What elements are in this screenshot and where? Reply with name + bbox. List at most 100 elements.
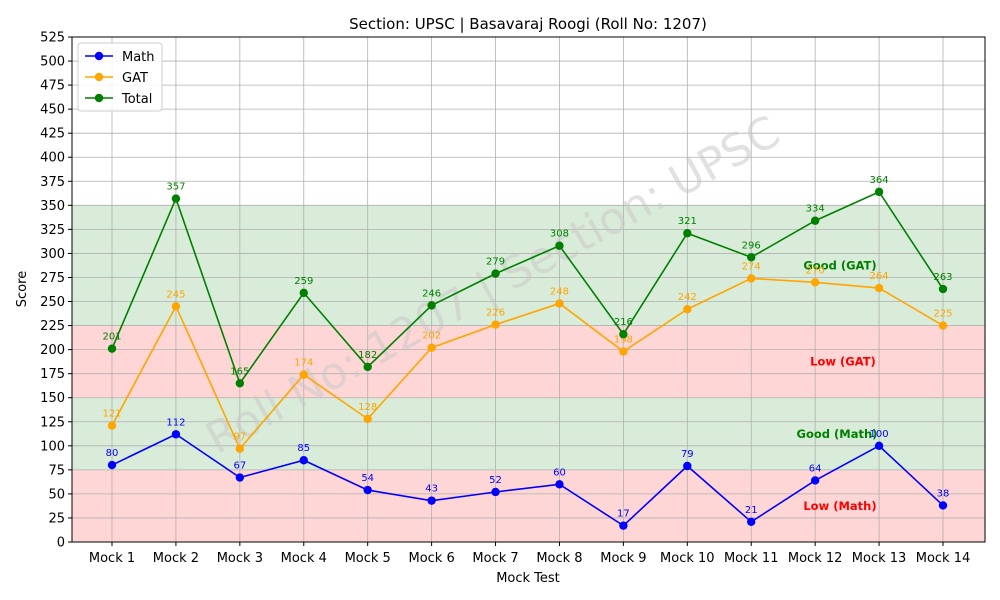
data-label-gat: 274 [742, 261, 761, 272]
data-label-math: 21 [745, 505, 758, 516]
series-line-gat [111, 277, 944, 451]
data-label-math: 64 [809, 463, 822, 474]
data-label-gat: 248 [550, 286, 569, 297]
y-tick-label: 375 [40, 175, 65, 190]
y-tick-label: 500 [40, 55, 65, 70]
band-1 [72, 397, 985, 470]
data-label-total: 357 [166, 182, 185, 193]
data-label-total: 279 [486, 257, 505, 268]
y-tick-label: 450 [40, 103, 65, 118]
data-label-math: 17 [617, 509, 630, 520]
data-point-gat [491, 320, 500, 329]
data-label-total: 334 [806, 204, 825, 215]
data-point-math [874, 441, 884, 451]
y-tick-label: 150 [40, 391, 65, 406]
data-point-gat [810, 278, 820, 287]
data-point-math [107, 460, 117, 470]
data-label-math: 100 [870, 429, 889, 440]
series-line-total [111, 190, 944, 386]
x-tick-label: Mock 6 [408, 551, 454, 566]
data-point-gat [427, 343, 436, 352]
y-tick-label: 325 [40, 223, 65, 238]
data-label-math: 52 [489, 475, 502, 486]
data-label-math: 43 [425, 484, 438, 495]
y-tick-label: 75 [48, 463, 65, 478]
data-label-gat: 121 [102, 409, 121, 420]
data-label-total: 259 [294, 276, 313, 287]
data-point-total [683, 229, 692, 238]
x-tick-label: Mock 4 [281, 551, 327, 566]
data-label-math: 38 [937, 488, 950, 499]
data-point-total [363, 362, 372, 372]
data-point-gat [619, 347, 628, 356]
data-label-total: 321 [678, 216, 697, 227]
data-point-total [107, 344, 117, 353]
band-label: Low (GAT) [810, 355, 876, 369]
x-tick-label: Mock 1 [89, 551, 135, 566]
band-3 [72, 205, 985, 326]
x-tick-label: Mock 9 [600, 551, 646, 566]
band-labels: Low (Math) Good (Math) Low (GAT) Good (GAT) [797, 258, 878, 512]
data-point-math [938, 501, 948, 510]
band-0 [72, 469, 985, 542]
axes: 0 25 50 75 100 125 150 175 200 225 250 275 300 325 350… [40, 31, 970, 567]
series-gat: 121 245 97 174 128 202 226 248 198 242 274 270 264 22… [102, 261, 953, 453]
x-tick-label: Mock 3 [217, 551, 263, 566]
data-label-gat: 225 [933, 309, 952, 320]
y-tick-label: 275 [40, 271, 65, 286]
y-tick-label: 100 [40, 439, 65, 454]
series-total: 201 357 165 259 182 246 279 308 216 321 296 334 364 2… [102, 175, 953, 388]
data-label-total: 296 [742, 240, 761, 251]
data-label-gat: 226 [486, 308, 505, 319]
data-point-total [235, 379, 245, 388]
data-point-gat [555, 299, 564, 308]
x-tick-label: Mock 7 [472, 551, 518, 566]
data-label-total: 263 [933, 272, 952, 283]
data-label-math: 80 [106, 448, 119, 459]
data-label-gat: 245 [166, 289, 185, 300]
data-label-gat: 97 [233, 432, 246, 443]
legend-item-math: Math [85, 50, 155, 65]
series-line-math [111, 433, 944, 527]
data-point-total [427, 301, 436, 310]
y-tick-label: 525 [40, 31, 65, 46]
chart-title: Section: UPSC | Basavaraj Roogi (Roll No… [349, 15, 707, 33]
data-label-gat: 264 [870, 271, 889, 282]
legend-item-gat: GAT [85, 71, 148, 86]
y-tick-label: 175 [40, 367, 65, 382]
data-point-total [555, 241, 564, 250]
data-label-gat: 242 [678, 292, 697, 303]
data-point-math [683, 461, 692, 471]
data-point-math [810, 476, 820, 485]
data-label-gat: 270 [806, 265, 825, 276]
threshold-bands [72, 205, 985, 542]
series-math: 80 112 67 85 54 43 52 60 17 79 21 64 100 38 [106, 417, 950, 530]
x-tick-label: Mock 12 [788, 551, 843, 566]
band-label: Good (GAT) [803, 258, 876, 272]
data-label-gat: 128 [358, 402, 377, 413]
legend-label-math: Math [122, 50, 155, 65]
y-tick-label: 0 [57, 536, 65, 551]
series: 80 112 67 85 54 43 52 60 17 79 21 64 100 38 121 245 97 17… [102, 175, 953, 530]
y-tick-label: 250 [40, 295, 65, 310]
data-point-math [747, 517, 756, 526]
y-tick-label: 350 [40, 199, 65, 214]
data-point-gat [299, 370, 308, 379]
data-label-math: 67 [233, 461, 246, 472]
x-axis-label: Mock Test [496, 571, 560, 586]
data-point-math [427, 496, 436, 505]
x-tick-label: Mock 11 [724, 551, 779, 566]
x-tick-label: Mock 8 [536, 551, 582, 566]
plot-frame [71, 36, 986, 543]
data-point-total [938, 284, 948, 294]
data-point-math [619, 521, 628, 530]
data-point-total [810, 216, 820, 225]
data-point-total [491, 269, 500, 278]
y-tick-label: 400 [40, 151, 65, 166]
data-label-gat: 174 [294, 358, 313, 369]
legend: Math GAT Total [77, 42, 163, 112]
band-label: Good (Math) [797, 427, 878, 441]
data-point-gat [235, 444, 245, 453]
data-label-total: 201 [102, 332, 121, 343]
